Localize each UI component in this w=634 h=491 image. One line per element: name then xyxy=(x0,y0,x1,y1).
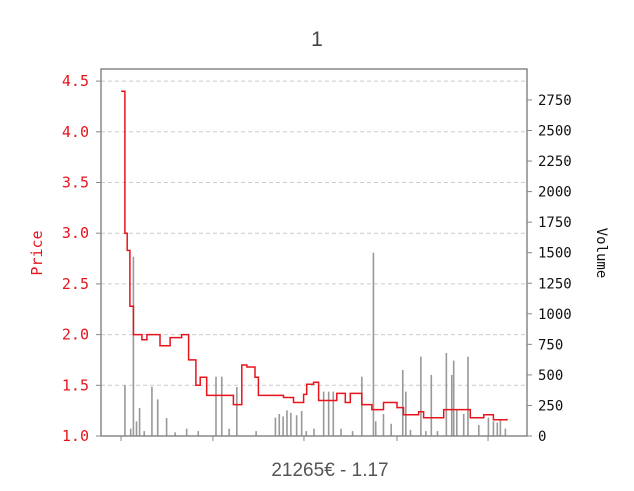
volume-bar xyxy=(197,431,200,436)
volume-bar xyxy=(504,428,507,436)
volume-bar xyxy=(452,360,455,436)
volume-bar xyxy=(430,374,433,436)
volume-bar xyxy=(450,374,453,436)
y-right-tick-label: 500 xyxy=(538,368,563,384)
volume-bar xyxy=(274,417,277,436)
y-left-tick-label: 2.0 xyxy=(62,326,89,344)
y-right-tick-label: 250 xyxy=(538,398,563,414)
y-right-tick-label: 2000 xyxy=(538,185,572,201)
y-right-tick-label: 2250 xyxy=(538,154,572,170)
volume-bar xyxy=(496,422,499,436)
volume-bar xyxy=(405,391,407,436)
y-left-tick-label: 3.0 xyxy=(62,224,89,242)
volume-bar xyxy=(286,410,288,436)
y-right-tick-label: 2750 xyxy=(538,93,572,109)
volume-bar xyxy=(487,417,490,436)
volume-bar xyxy=(228,428,230,436)
volume-bar xyxy=(132,256,135,436)
volume-bar xyxy=(156,399,159,436)
volume-bar xyxy=(351,431,354,436)
y-right-tick-label: 1250 xyxy=(538,276,572,292)
volume-bar xyxy=(174,432,176,436)
y-left-tick-label: 2.5 xyxy=(62,275,89,293)
volume-bar xyxy=(445,353,448,436)
price-line xyxy=(121,90,508,421)
volume-bar xyxy=(372,252,375,436)
y-left-tick-label: 4.5 xyxy=(62,72,89,90)
volume-bar xyxy=(327,391,330,436)
chart-footer: 21265€ - 1.17 xyxy=(271,460,389,481)
volume-bar xyxy=(409,429,412,436)
volume-bar xyxy=(455,409,458,436)
y-right-tick-label: 1000 xyxy=(538,307,572,323)
volume-bar xyxy=(295,415,298,436)
volume-bar xyxy=(436,431,439,436)
y-right-label: Volume xyxy=(593,228,609,279)
volume-bar xyxy=(401,370,404,436)
volume-bar xyxy=(236,387,238,436)
volume-bar xyxy=(382,414,385,436)
y-right-tick-label: 1500 xyxy=(538,246,572,262)
volume-bar xyxy=(361,376,363,436)
volume-bar xyxy=(374,421,377,436)
volume-bar xyxy=(138,408,141,436)
y-right-tick-label: 2500 xyxy=(538,124,572,140)
volume-bar xyxy=(282,416,284,436)
volume-bar xyxy=(462,414,465,436)
volume-bar xyxy=(305,431,308,436)
volume-bar xyxy=(185,428,188,436)
volume-bar xyxy=(129,428,132,436)
volume-bar xyxy=(165,418,168,436)
y-left-label: Price xyxy=(28,230,46,275)
volume-bar xyxy=(215,376,217,436)
volume-bar xyxy=(499,420,502,436)
plot-frame xyxy=(100,68,528,437)
volume-bar xyxy=(420,356,422,436)
y-right-tick-label: 0 xyxy=(538,429,546,445)
volume-bar xyxy=(467,356,469,436)
y-right-tick-label: 750 xyxy=(538,337,563,353)
volume-bar xyxy=(477,425,480,436)
volume-bar xyxy=(220,376,223,436)
volume-bar xyxy=(492,421,495,436)
volume-bar xyxy=(255,431,257,436)
volume-bar xyxy=(290,412,292,436)
volume-bar xyxy=(300,410,303,436)
volume-bar xyxy=(340,428,342,436)
volume-bar xyxy=(135,421,138,436)
chart-title: 1 xyxy=(311,28,323,51)
volume-bar xyxy=(322,391,325,436)
y-left-tick-label: 1.0 xyxy=(62,427,89,445)
y-right-tick-label: 1750 xyxy=(538,215,572,231)
volume-bar xyxy=(332,391,335,436)
volume-bar xyxy=(151,386,153,436)
y-left-tick-label: 1.5 xyxy=(62,376,89,394)
volume-bar xyxy=(313,428,315,436)
y-left-tick-label: 3.5 xyxy=(62,174,89,192)
volume-bar xyxy=(124,385,126,436)
volume-bar xyxy=(390,423,392,436)
y-left-tick-label: 4.0 xyxy=(62,123,89,141)
volume-bar xyxy=(425,431,427,436)
volume-bar xyxy=(143,431,146,436)
volume-bar xyxy=(278,414,281,436)
